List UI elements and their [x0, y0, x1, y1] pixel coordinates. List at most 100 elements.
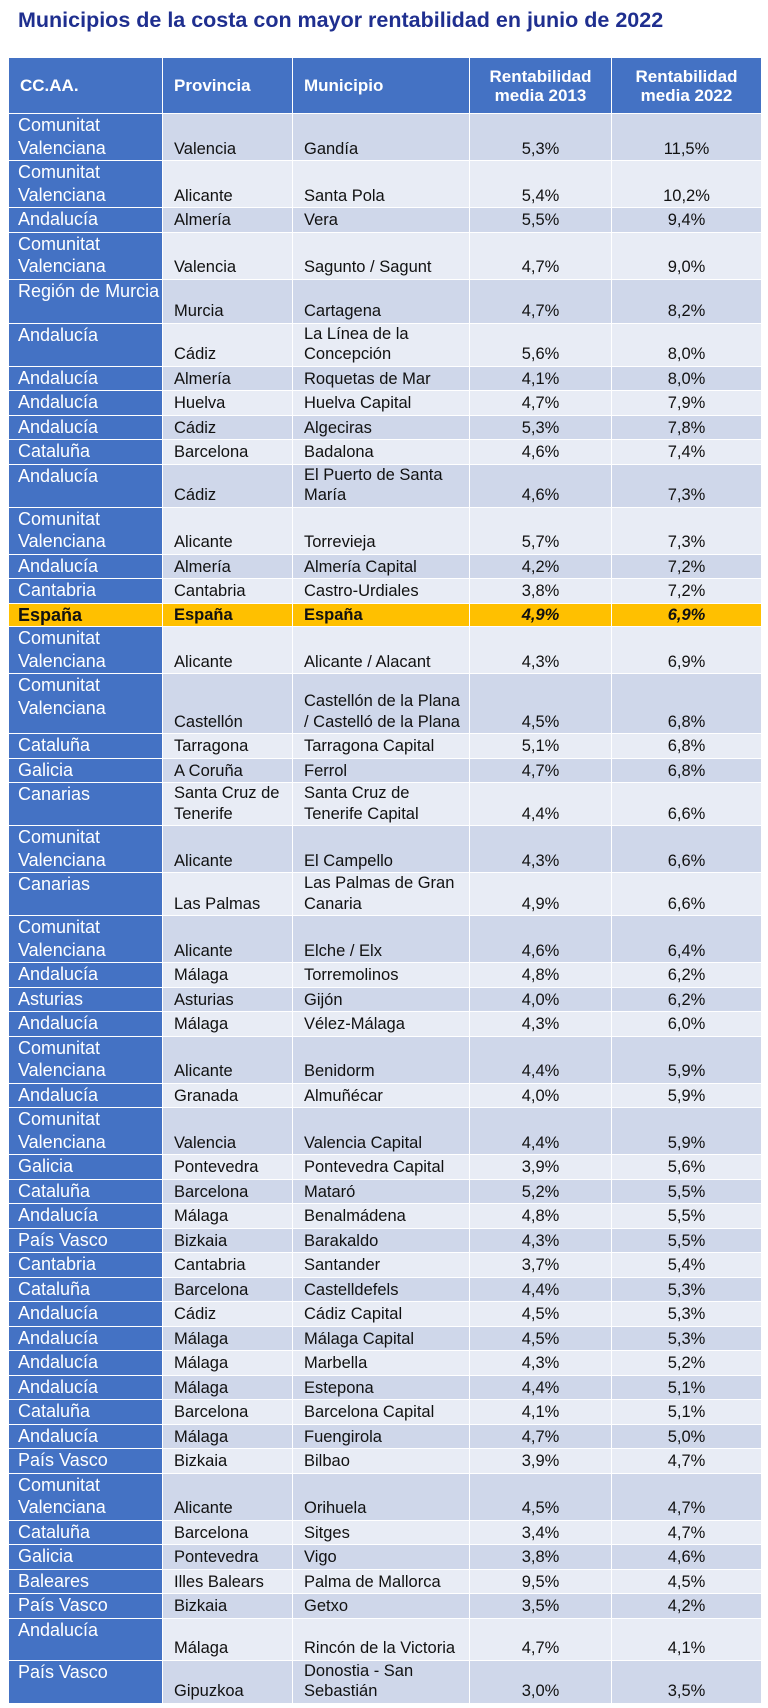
- cell-ccaa: Cantabria: [8, 578, 163, 604]
- cell-rentabilidad-2013: 5,4%: [469, 160, 612, 208]
- cell-municipio: Algeciras: [292, 414, 470, 440]
- cell-rentabilidad-2022: 6,4%: [611, 915, 762, 963]
- cell-provincia: Alicante: [162, 1035, 293, 1084]
- cell-rentabilidad-2013: 4,3%: [469, 1350, 612, 1376]
- table-row: Baleares Illes Balears Palma de Mallorca 9,…: [8, 1568, 762, 1594]
- table-row: Andalucía Granada Almuñécar 4,0% 5,9%: [8, 1082, 762, 1108]
- header-ccaa: CC.AA.: [8, 57, 163, 114]
- cell-rentabilidad-2013: 4,4%: [469, 1035, 612, 1084]
- cell-ccaa: Cataluña: [8, 1276, 163, 1302]
- cell-provincia: Málaga: [162, 1203, 293, 1229]
- table-row: Asturias Asturias Gijón 4,0% 6,2%: [8, 986, 762, 1012]
- table-row: Andalucía Almería Roquetas de Mar 4,1% 8,0%: [8, 365, 762, 391]
- cell-ccaa: Andalucía: [8, 207, 163, 233]
- cell-provincia: Gipuzkoa: [162, 1659, 293, 1704]
- cell-rentabilidad-2022: 6,0%: [611, 1011, 762, 1037]
- cell-rentabilidad-2022: 6,6%: [611, 782, 762, 826]
- table-row: Canarias Santa Cruz de Tenerife Santa Cruz…: [8, 782, 762, 826]
- cell-rentabilidad-2013: 9,5%: [469, 1568, 612, 1594]
- cell-ccaa: Andalucía: [8, 1203, 163, 1229]
- cell-provincia: Bizkaia: [162, 1593, 293, 1619]
- cell-ccaa: Asturias: [8, 986, 163, 1012]
- cell-provincia: Cádiz: [162, 1301, 293, 1327]
- cell-provincia: Almería: [162, 365, 293, 391]
- table-row: País Vasco Bizkaia Getxo 3,5% 4,2%: [8, 1593, 762, 1619]
- cell-rentabilidad-2013: 4,7%: [469, 231, 612, 280]
- cell-provincia: Granada: [162, 1082, 293, 1108]
- table-row: Región de Murcia Murcia Cartagena 4,7% 8,2%: [8, 278, 762, 324]
- cell-provincia: Huelva: [162, 390, 293, 416]
- table-row: Cantabria Cantabria Castro-Urdiales 3,8% 7,2…: [8, 578, 762, 604]
- cell-provincia: Asturias: [162, 986, 293, 1012]
- cell-rentabilidad-2022: 7,2%: [611, 578, 762, 604]
- table-row: Andalucía Cádiz La Línea de la Concepción 5…: [8, 322, 762, 367]
- cell-ccaa: Cataluña: [8, 1399, 163, 1425]
- cell-rentabilidad-2022: 5,1%: [611, 1374, 762, 1400]
- cell-ccaa: Comunitat Valenciana: [8, 1107, 163, 1155]
- cell-ccaa: Canarias: [8, 872, 163, 916]
- cell-rentabilidad-2022: 7,4%: [611, 439, 762, 465]
- cell-rentabilidad-2022: 6,8%: [611, 673, 762, 734]
- cell-ccaa: Andalucía: [8, 553, 163, 579]
- cell-rentabilidad-2013: 3,7%: [469, 1252, 612, 1278]
- table-row: País Vasco Bizkaia Bilbao 3,9% 4,7%: [8, 1448, 762, 1474]
- cell-rentabilidad-2013: 3,8%: [469, 578, 612, 604]
- table-row: Andalucía Málaga Fuengirola 4,7% 5,0%: [8, 1423, 762, 1449]
- cell-rentabilidad-2013: 4,7%: [469, 278, 612, 324]
- table-row: Comunitat Valenciana Valencia Valencia Cap…: [8, 1107, 762, 1155]
- table-row: Comunitat Valenciana Valencia Gandía 5,3% 11…: [8, 113, 762, 161]
- cell-rentabilidad-2013: 4,1%: [469, 1399, 612, 1425]
- cell-rentabilidad-2013: 4,3%: [469, 1227, 612, 1253]
- cell-provincia: A Coruña: [162, 757, 293, 783]
- cell-municipio: Gandía: [292, 113, 470, 161]
- cell-ccaa: Andalucía: [8, 463, 163, 508]
- page-title: Municipios de la costa con mayor rentabi…: [18, 8, 664, 32]
- cell-ccaa: Comunitat Valenciana: [8, 1035, 163, 1084]
- cell-rentabilidad-2013: 4,3%: [469, 825, 612, 873]
- cell-provincia: Valencia: [162, 113, 293, 161]
- cell-rentabilidad-2022: 5,9%: [611, 1035, 762, 1084]
- header-rentabilidad-2013: Rentabilidad media 2013: [469, 57, 612, 114]
- cell-rentabilidad-2013: 3,5%: [469, 1593, 612, 1619]
- cell-ccaa: Andalucía: [8, 962, 163, 988]
- cell-municipio: El Campello: [292, 825, 470, 873]
- cell-rentabilidad-2013: 4,4%: [469, 1374, 612, 1400]
- cell-rentabilidad-2022: 5,9%: [611, 1107, 762, 1155]
- cell-provincia: Bizkaia: [162, 1227, 293, 1253]
- cell-rentabilidad-2022: 7,9%: [611, 390, 762, 416]
- cell-ccaa: País Vasco: [8, 1448, 163, 1474]
- cell-provincia: Pontevedra: [162, 1544, 293, 1570]
- cell-rentabilidad-2013: 4,7%: [469, 1423, 612, 1449]
- cell-ccaa: Andalucía: [8, 414, 163, 440]
- cell-ccaa: País Vasco: [8, 1227, 163, 1253]
- cell-rentabilidad-2013: 5,3%: [469, 414, 612, 440]
- cell-provincia: Barcelona: [162, 439, 293, 465]
- cell-provincia: Alicante: [162, 506, 293, 555]
- cell-provincia: Málaga: [162, 1423, 293, 1449]
- cell-provincia: Málaga: [162, 1325, 293, 1351]
- header-provincia: Provincia: [162, 57, 293, 114]
- cell-provincia: Santa Cruz de Tenerife: [162, 782, 293, 826]
- cell-rentabilidad-2022: 5,3%: [611, 1301, 762, 1327]
- table-row: Galicia Pontevedra Pontevedra Capital 3,9% 5…: [8, 1154, 762, 1180]
- cell-rentabilidad-2022: 7,3%: [611, 463, 762, 508]
- cell-rentabilidad-2013: 4,1%: [469, 365, 612, 391]
- cell-rentabilidad-2022: 5,1%: [611, 1399, 762, 1425]
- table-row: Andalucía Cádiz El Puerto de Santa María 4,…: [8, 463, 762, 508]
- cell-rentabilidad-2022: 5,3%: [611, 1325, 762, 1351]
- cell-rentabilidad-2013: 4,5%: [469, 1472, 612, 1521]
- cell-municipio: Fuengirola: [292, 1423, 470, 1449]
- cell-municipio: Cartagena: [292, 278, 470, 324]
- cell-provincia: Cádiz: [162, 414, 293, 440]
- cell-rentabilidad-2013: 4,2%: [469, 553, 612, 579]
- cell-municipio: Vera: [292, 207, 470, 233]
- table-row: Andalucía Málaga Benalmádena 4,8% 5,5%: [8, 1203, 762, 1229]
- cell-rentabilidad-2022: 5,5%: [611, 1178, 762, 1204]
- cell-municipio: Rincón de la Victoria: [292, 1617, 470, 1661]
- cell-municipio: Málaga Capital: [292, 1325, 470, 1351]
- cell-ccaa: Comunitat Valenciana: [8, 915, 163, 963]
- cell-rentabilidad-2022: 5,4%: [611, 1252, 762, 1278]
- cell-rentabilidad-2013: 5,5%: [469, 207, 612, 233]
- table-row: Cataluña Barcelona Badalona 4,6% 7,4%: [8, 439, 762, 465]
- cell-ccaa: Comunitat Valenciana: [8, 626, 163, 674]
